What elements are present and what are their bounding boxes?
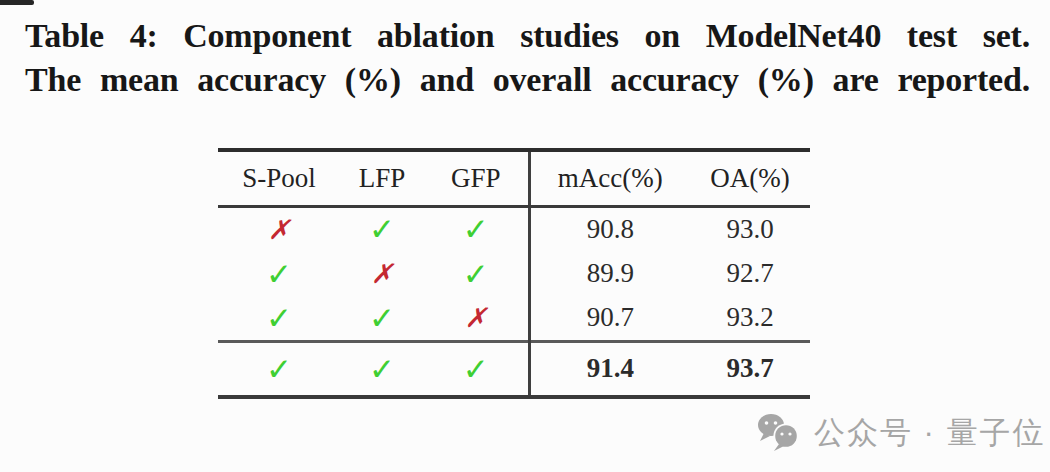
mark-cell: ✗ <box>340 251 424 296</box>
mark-cell: ✓ <box>340 341 424 397</box>
mark-cell: ✓ <box>424 251 529 296</box>
table-body: ✗ ✓ ✓ 90.8 93.0 ✓ ✗ ✓ 89.9 92.7 ✓ ✓ ✗ 90… <box>218 206 810 341</box>
table-row: ✗ ✓ ✓ 90.8 93.0 <box>218 206 810 251</box>
col-header-macc: mAcc(%) <box>529 150 690 206</box>
macc-value: 89.9 <box>529 251 690 296</box>
table-row: ✓ ✓ ✗ 90.7 93.2 <box>218 296 810 341</box>
col-header-oa: OA(%) <box>690 150 810 206</box>
mark-cell: ✓ <box>218 341 340 397</box>
mark-cell: ✗ <box>218 206 340 251</box>
ablation-table-container: S-Pool LFP GFP mAcc(%) OA(%) ✗ ✓ ✓ 90.8 … <box>218 148 810 399</box>
macc-value: 90.7 <box>529 296 690 341</box>
mark-cell: ✓ <box>218 296 340 341</box>
header-row: S-Pool LFP GFP mAcc(%) OA(%) <box>218 150 810 206</box>
mark-cell: ✓ <box>340 296 424 341</box>
final-row: ✓ ✓ ✓ 91.4 93.7 <box>218 341 810 397</box>
mark-cell: ✗ <box>424 296 529 341</box>
macc-value: 90.8 <box>529 206 690 251</box>
oa-value: 93.0 <box>690 206 810 251</box>
table-caption: Table 4: Component ablation studies on M… <box>25 14 1030 102</box>
ablation-table: S-Pool LFP GFP mAcc(%) OA(%) ✗ ✓ ✓ 90.8 … <box>218 148 810 399</box>
scan-artifact-mark <box>0 0 34 5</box>
wechat-icon <box>757 413 803 453</box>
table-row: ✓ ✗ ✓ 89.9 92.7 <box>218 251 810 296</box>
watermark: 公众号 · 量子位 <box>757 409 1046 457</box>
mark-cell: ✓ <box>424 206 529 251</box>
caption-line-2: The mean accuracy (%) and overall accura… <box>25 58 1030 102</box>
col-header-lfp: LFP <box>340 150 424 206</box>
oa-value: 92.7 <box>690 251 810 296</box>
table-final-section: ✓ ✓ ✓ 91.4 93.7 <box>218 341 810 397</box>
macc-value: 91.4 <box>529 341 690 397</box>
oa-value: 93.2 <box>690 296 810 341</box>
watermark-text: 公众号 · 量子位 <box>814 412 1046 454</box>
col-header-gfp: GFP <box>424 150 529 206</box>
mark-cell: ✓ <box>218 251 340 296</box>
caption-line-1: Table 4: Component ablation studies on M… <box>25 14 1030 58</box>
oa-value: 93.7 <box>690 341 810 397</box>
mark-cell: ✓ <box>340 206 424 251</box>
col-header-s-pool: S-Pool <box>218 150 340 206</box>
mark-cell: ✓ <box>424 341 529 397</box>
table-header: S-Pool LFP GFP mAcc(%) OA(%) <box>218 150 810 206</box>
